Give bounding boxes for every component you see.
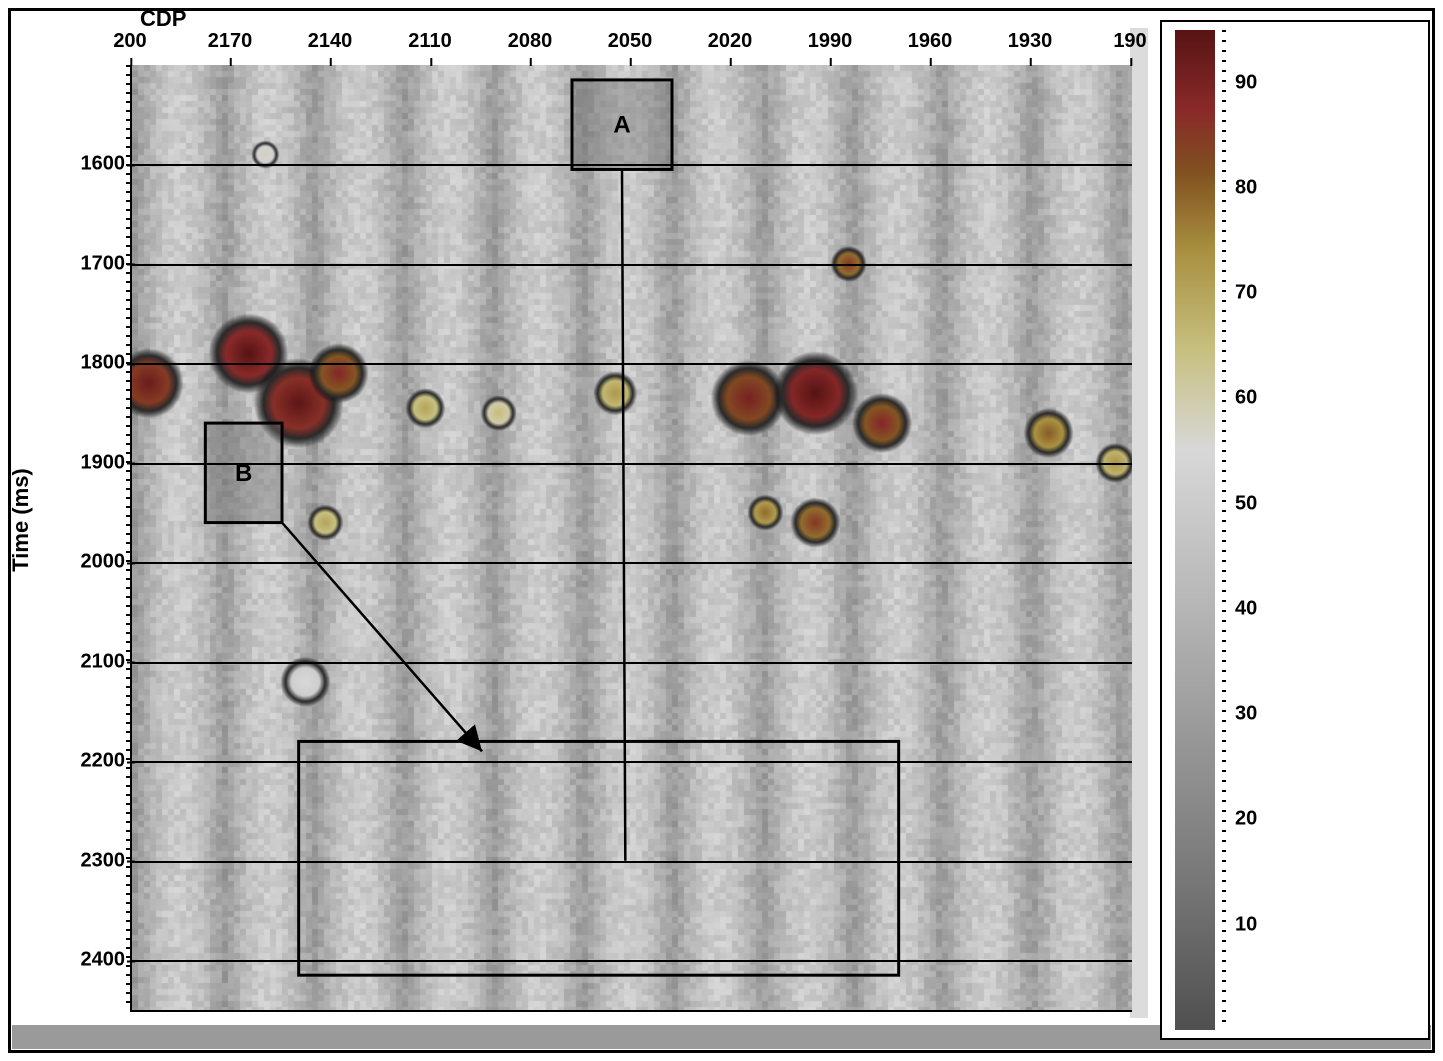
- gridline: [132, 861, 1132, 863]
- gridline: [132, 264, 1132, 266]
- x-tick: 2140: [308, 30, 353, 53]
- colorbar-tick: 10: [1235, 913, 1257, 936]
- annotation-box-C: [299, 741, 899, 975]
- y-tick: 2100: [55, 650, 125, 673]
- y-tick: 1600: [55, 153, 125, 176]
- x-tick: 2170: [208, 30, 253, 53]
- colorbar-tick: 80: [1235, 176, 1257, 199]
- gridline: [132, 562, 1132, 564]
- annotation-line: [282, 523, 482, 752]
- x-tick: 2110: [408, 30, 451, 53]
- colorbar-tick: 20: [1235, 808, 1257, 831]
- x-tick: 1990: [808, 30, 853, 53]
- x-tick: 2050: [608, 30, 653, 53]
- colorbar-tick: 30: [1235, 703, 1257, 726]
- colorbar-tick: 70: [1235, 282, 1257, 305]
- colorbar-tick: 60: [1235, 387, 1257, 410]
- y-tick: 2300: [55, 849, 125, 872]
- x-tick: 2020: [708, 30, 753, 53]
- gridline: [132, 463, 1132, 465]
- annotation-label: A: [613, 112, 630, 139]
- x-axis-label: CDP: [140, 6, 186, 32]
- gridline: [132, 363, 1132, 365]
- colorbar: [1175, 30, 1215, 1030]
- y-tick: 2400: [55, 949, 125, 972]
- gridline: [132, 662, 1132, 664]
- colorbar-tick: 50: [1235, 492, 1257, 515]
- frame-shadow-right: [1130, 28, 1148, 1018]
- y-tick: 2200: [55, 750, 125, 773]
- annotation-overlay: AB: [132, 65, 1132, 1010]
- x-tick: 2080: [508, 30, 553, 53]
- colorbar-tick: 90: [1235, 71, 1257, 94]
- x-tick: 1960: [908, 30, 953, 53]
- x-tick: 190: [1113, 30, 1146, 53]
- gridline: [132, 960, 1132, 962]
- y-tick: 2000: [55, 551, 125, 574]
- y-axis-label: Time (ms): [8, 468, 34, 572]
- x-tick: 1930: [1008, 30, 1053, 53]
- annotation-line: [622, 169, 625, 860]
- colorbar-tick: 40: [1235, 597, 1257, 620]
- y-tick: 1900: [55, 451, 125, 474]
- colorbar-minor-ticks: [1222, 30, 1226, 1030]
- colorbar-gradient: [1175, 30, 1215, 1030]
- gridline: [132, 164, 1132, 166]
- y-tick: 1800: [55, 352, 125, 375]
- gridline: [132, 761, 1132, 763]
- y-tick: 1700: [55, 252, 125, 275]
- x-tick: 200: [113, 30, 146, 53]
- seismic-plot: AB: [130, 65, 1132, 1012]
